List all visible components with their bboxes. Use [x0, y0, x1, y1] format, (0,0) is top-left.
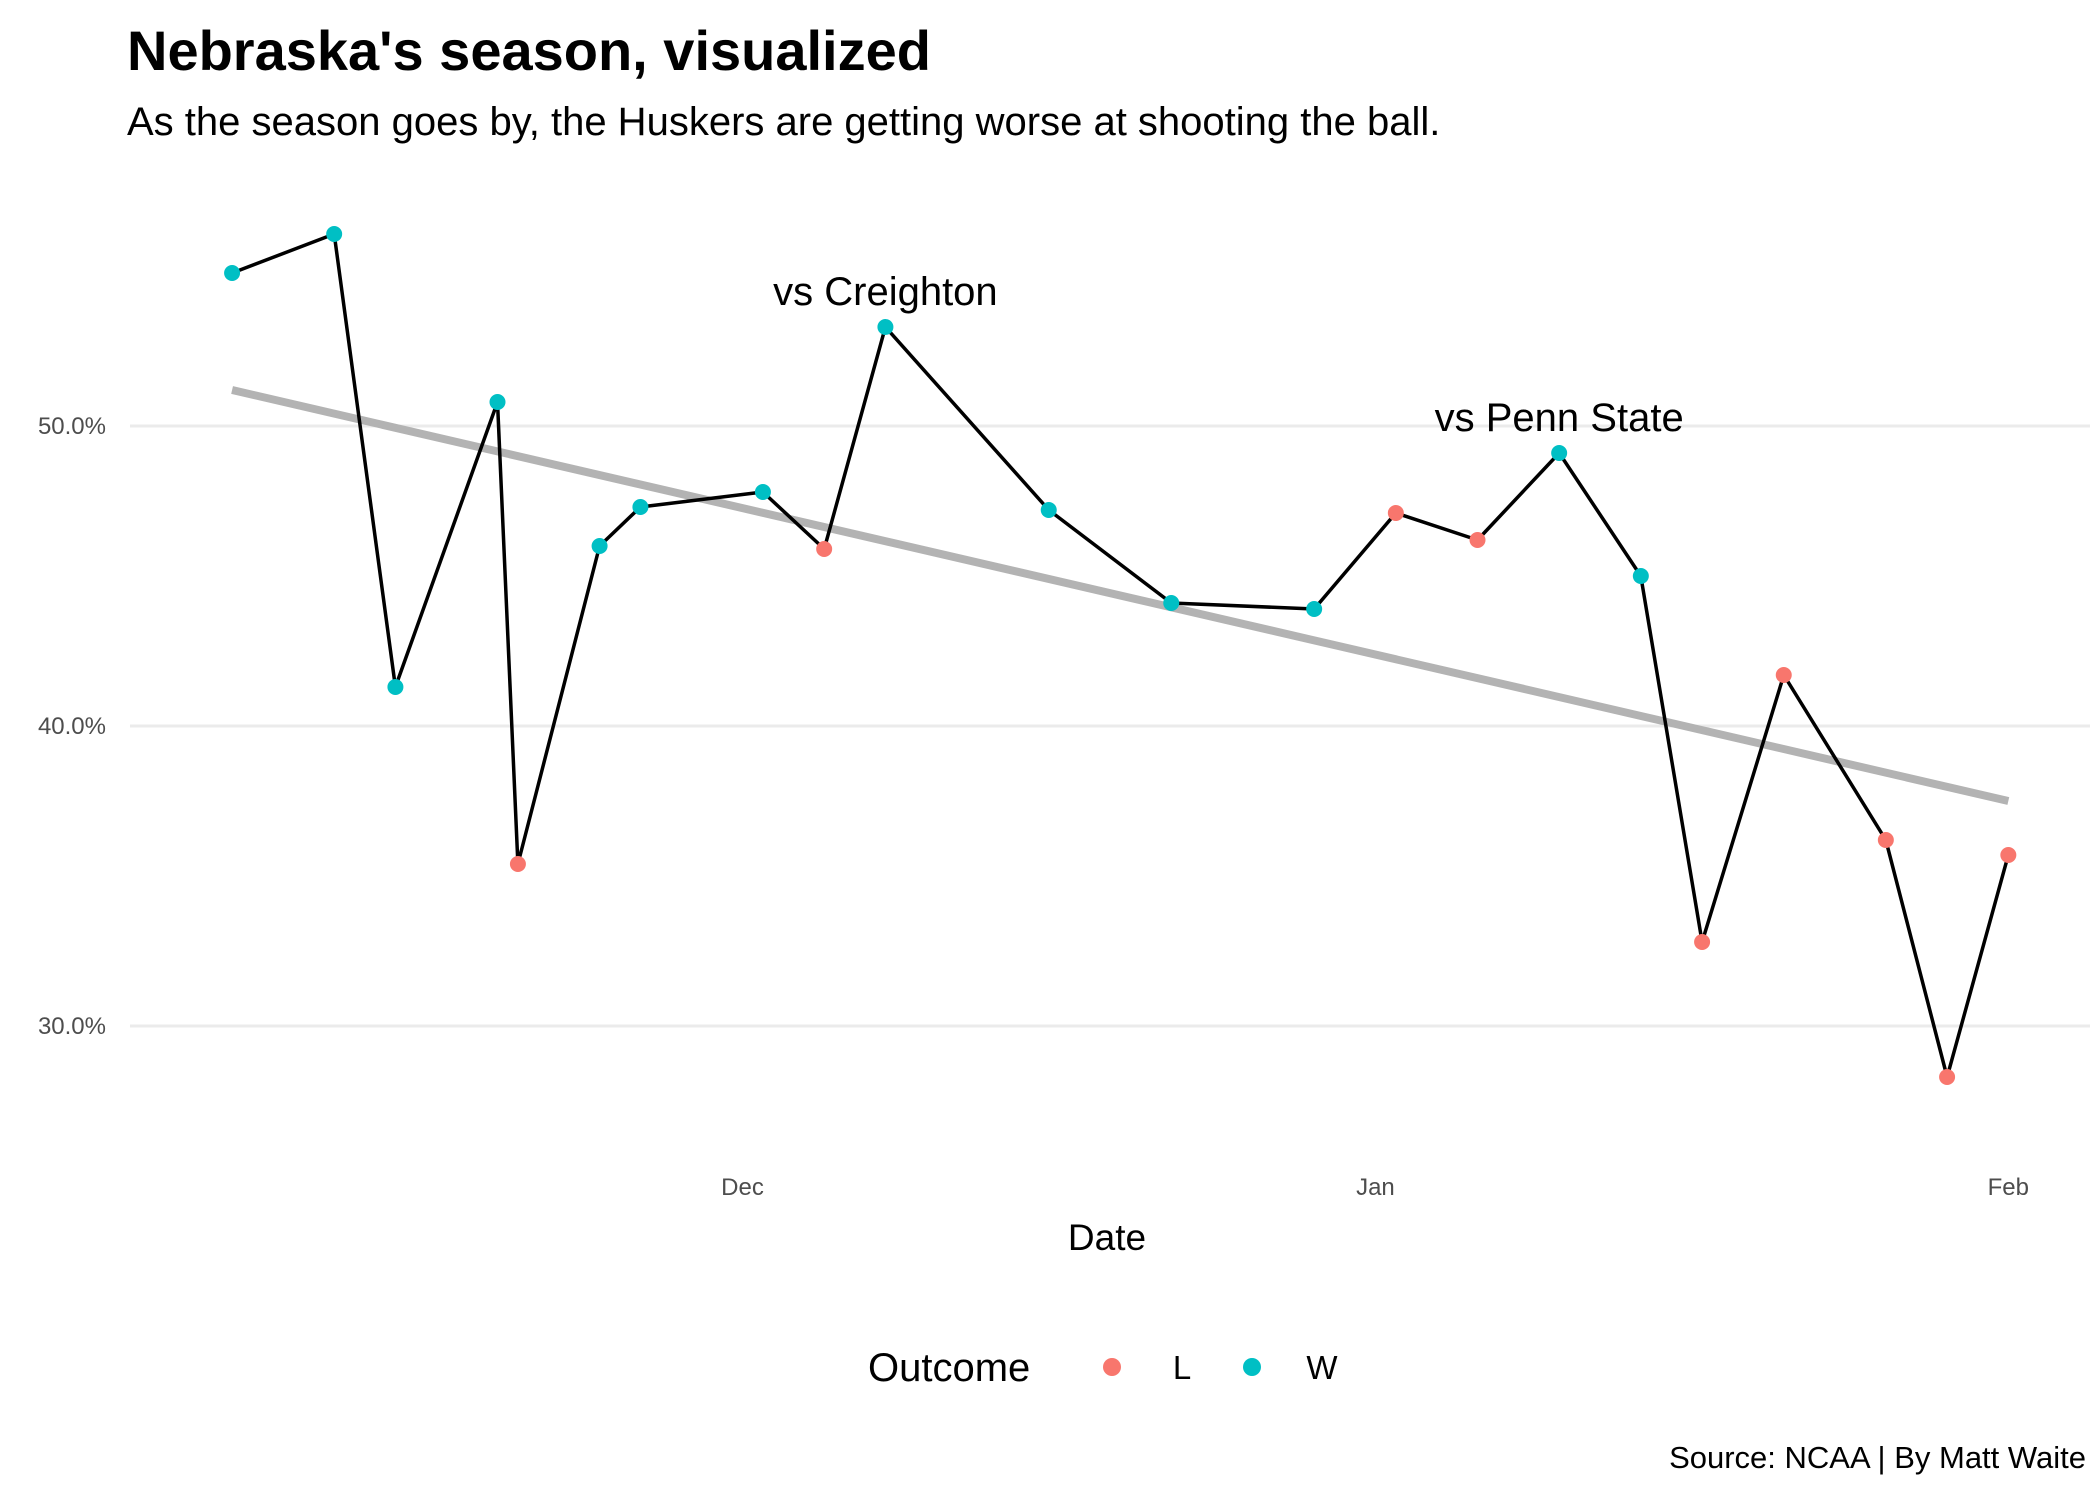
data-point [1939, 1069, 1956, 1085]
data-point [877, 319, 894, 335]
trend [231, 386, 2010, 805]
annotation-label: vs Penn State [1435, 396, 1684, 440]
data-point [816, 541, 833, 557]
x-axis-ticks: Dec Jan Feb [721, 1174, 2029, 1201]
data-point [1694, 934, 1711, 950]
grid [130, 424, 2090, 1028]
data-point [387, 679, 404, 695]
data-point [2000, 847, 2017, 863]
x-axis-title: Date [1068, 1217, 1146, 1258]
legend-title: Outcome [868, 1346, 1030, 1390]
data-point [1040, 502, 1057, 518]
data-point [1163, 595, 1180, 611]
chart-subtitle: As the season goes by, the Huskers are g… [127, 100, 1441, 144]
data-point [1775, 667, 1792, 683]
legend-key [1103, 1358, 1121, 1376]
legend: Outcome L W [868, 1346, 1338, 1390]
x-tick-label: Jan [1356, 1174, 1395, 1201]
data-point [1306, 601, 1323, 617]
legend-label: W [1306, 1349, 1338, 1386]
y-tick-label: 40.0% [38, 713, 106, 740]
data-point [1551, 445, 1568, 461]
series-line-group [231, 232, 2010, 1079]
data-point [1877, 832, 1894, 848]
data-point [591, 538, 608, 554]
data-point [1469, 532, 1486, 548]
chart-title: Nebraska's season, visualized [127, 19, 931, 82]
data-point [1632, 568, 1649, 584]
x-tick-label: Dec [721, 1174, 764, 1201]
data-point [1387, 505, 1404, 521]
annotations: vs Creighton vs Penn State [773, 270, 1684, 440]
y-tick-label: 50.0% [38, 413, 106, 440]
trend-line [231, 386, 2010, 805]
legend-label: L [1173, 1349, 1191, 1386]
data-point [509, 856, 526, 872]
x-tick-label: Feb [1988, 1174, 2029, 1201]
legend-key [1243, 1358, 1261, 1376]
annotation-label: vs Creighton [773, 270, 998, 314]
data-point [224, 265, 241, 281]
data-point [489, 394, 506, 410]
series-line [231, 232, 2010, 1079]
data-point [754, 484, 771, 500]
data-points [224, 226, 2017, 1085]
chart-caption: Source: NCAA | By Matt Waite [1669, 1440, 2086, 1475]
y-axis-ticks: 30.0% 40.0% 50.0% [38, 413, 106, 1040]
data-point [326, 226, 343, 242]
data-point [632, 499, 649, 515]
y-tick-label: 30.0% [38, 1013, 106, 1040]
